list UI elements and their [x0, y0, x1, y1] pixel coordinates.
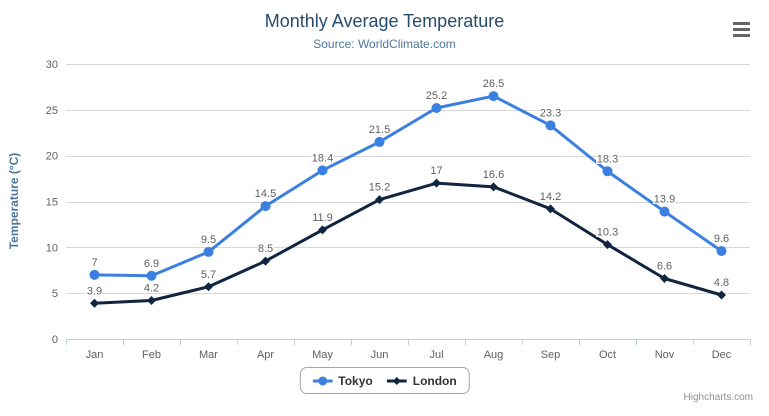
- tokyo-data-label: 14.5: [255, 188, 276, 200]
- tokyo-data-label: 26.5: [483, 78, 504, 90]
- london-data-point[interactable]: [546, 204, 555, 214]
- london-data-label: 16.6: [483, 169, 504, 181]
- london-legend-marker-icon: [386, 376, 407, 385]
- x-axis-label: Jun: [371, 349, 389, 361]
- tokyo-data-point[interactable]: [374, 136, 385, 147]
- tokyo-data-point[interactable]: [716, 246, 727, 256]
- x-axis-label: Nov: [655, 349, 675, 361]
- london-data-point[interactable]: [261, 256, 270, 266]
- x-axis-label: Oct: [599, 349, 616, 361]
- tokyo-data-point[interactable]: [260, 201, 271, 212]
- legend: Tokyo London: [299, 367, 470, 394]
- london-data-label: 15.2: [369, 182, 390, 194]
- tokyo-data-point[interactable]: [146, 270, 157, 281]
- y-axis-label: 20: [46, 151, 58, 163]
- tokyo-data-label: 23.3: [540, 107, 561, 119]
- x-axis-label: Feb: [142, 349, 161, 361]
- london-data-point[interactable]: [147, 296, 156, 305]
- x-axis-label: Dec: [712, 349, 732, 361]
- london-data-label: 8.5: [258, 243, 273, 255]
- london-data-point[interactable]: [603, 240, 612, 250]
- tokyo-data-point[interactable]: [317, 165, 328, 176]
- london-data-label: 5.7: [201, 269, 216, 281]
- tokyo-data-label: 25.2: [426, 90, 447, 102]
- y-axis-label: 25: [46, 105, 58, 117]
- legend-label-tokyo: Tokyo: [338, 373, 373, 388]
- london-data-point[interactable]: [90, 298, 99, 308]
- tokyo-data-point[interactable]: [203, 246, 214, 257]
- london-data-point[interactable]: [432, 178, 441, 188]
- tokyo-data-point[interactable]: [488, 91, 499, 102]
- legend-label-london: London: [412, 373, 457, 388]
- y-axis-label: 10: [46, 242, 58, 254]
- london-data-label: 4.2: [144, 283, 159, 295]
- london-data-point[interactable]: [204, 282, 213, 292]
- london-data-label: 10.3: [597, 227, 618, 239]
- tokyo-data-point[interactable]: [545, 120, 556, 131]
- london-data-label: 11.9: [312, 212, 333, 224]
- y-axis-label: 30: [46, 59, 58, 71]
- tokyo-data-point[interactable]: [89, 269, 100, 280]
- london-data-point[interactable]: [660, 274, 669, 283]
- london-data-label: 4.8: [714, 277, 729, 289]
- legend-item-london[interactable]: London: [386, 373, 457, 388]
- x-axis-label: Sep: [541, 349, 561, 361]
- tokyo-data-label: 13.9: [654, 194, 675, 206]
- hamburger-icon: [733, 27, 750, 31]
- tokyo-data-point[interactable]: [431, 103, 442, 113]
- tokyo-data-label: 18.4: [312, 152, 333, 164]
- london-data-point[interactable]: [717, 290, 726, 300]
- chart-title: Monthly Average Temperature: [264, 11, 505, 31]
- tokyo-data-label: 6.9: [144, 258, 159, 270]
- x-axis-label: Apr: [257, 349, 274, 361]
- tokyo-data-label: 9.5: [201, 234, 216, 246]
- london-data-label: 17: [430, 165, 442, 177]
- credits-link[interactable]: Highcharts.com: [683, 392, 753, 403]
- london-data-point[interactable]: [375, 195, 384, 205]
- legend-item-tokyo[interactable]: Tokyo: [312, 373, 373, 388]
- x-axis-label: May: [312, 349, 333, 361]
- tokyo-data-label: 18.3: [597, 153, 618, 165]
- london-line-series[interactable]: [93, 181, 723, 305]
- y-axis-label: 15: [46, 197, 58, 209]
- london-data-label: 3.9: [87, 285, 102, 297]
- x-axis-label: Jul: [429, 349, 443, 361]
- tokyo-line-series[interactable]: [93, 94, 723, 278]
- london-data-label: 14.2: [540, 191, 561, 203]
- tokyo-data-label: 7: [91, 257, 97, 269]
- y-axis-label: 5: [52, 288, 58, 300]
- x-axis-label: Aug: [484, 349, 504, 361]
- tokyo-data-label: 21.5: [369, 124, 390, 136]
- hamburger-icon: [733, 21, 750, 25]
- chart-subtitle: Source: WorldClimate.com: [313, 37, 456, 51]
- y-axis-title: Temperature (°C): [7, 152, 21, 250]
- london-data-point[interactable]: [318, 225, 327, 235]
- x-axis-label: Mar: [199, 349, 218, 361]
- london-data-label: 6.6: [657, 261, 672, 273]
- tokyo-data-point[interactable]: [659, 206, 670, 217]
- x-axis-label: Jan: [86, 349, 104, 361]
- tokyo-legend-marker-icon: [312, 376, 333, 385]
- london-data-point[interactable]: [489, 182, 498, 192]
- y-axis-label: 0: [52, 334, 58, 346]
- export-menu-button[interactable]: [731, 19, 753, 39]
- tokyo-data-point[interactable]: [602, 166, 613, 177]
- tokyo-data-label: 9.6: [714, 233, 729, 245]
- hamburger-icon: [733, 33, 750, 37]
